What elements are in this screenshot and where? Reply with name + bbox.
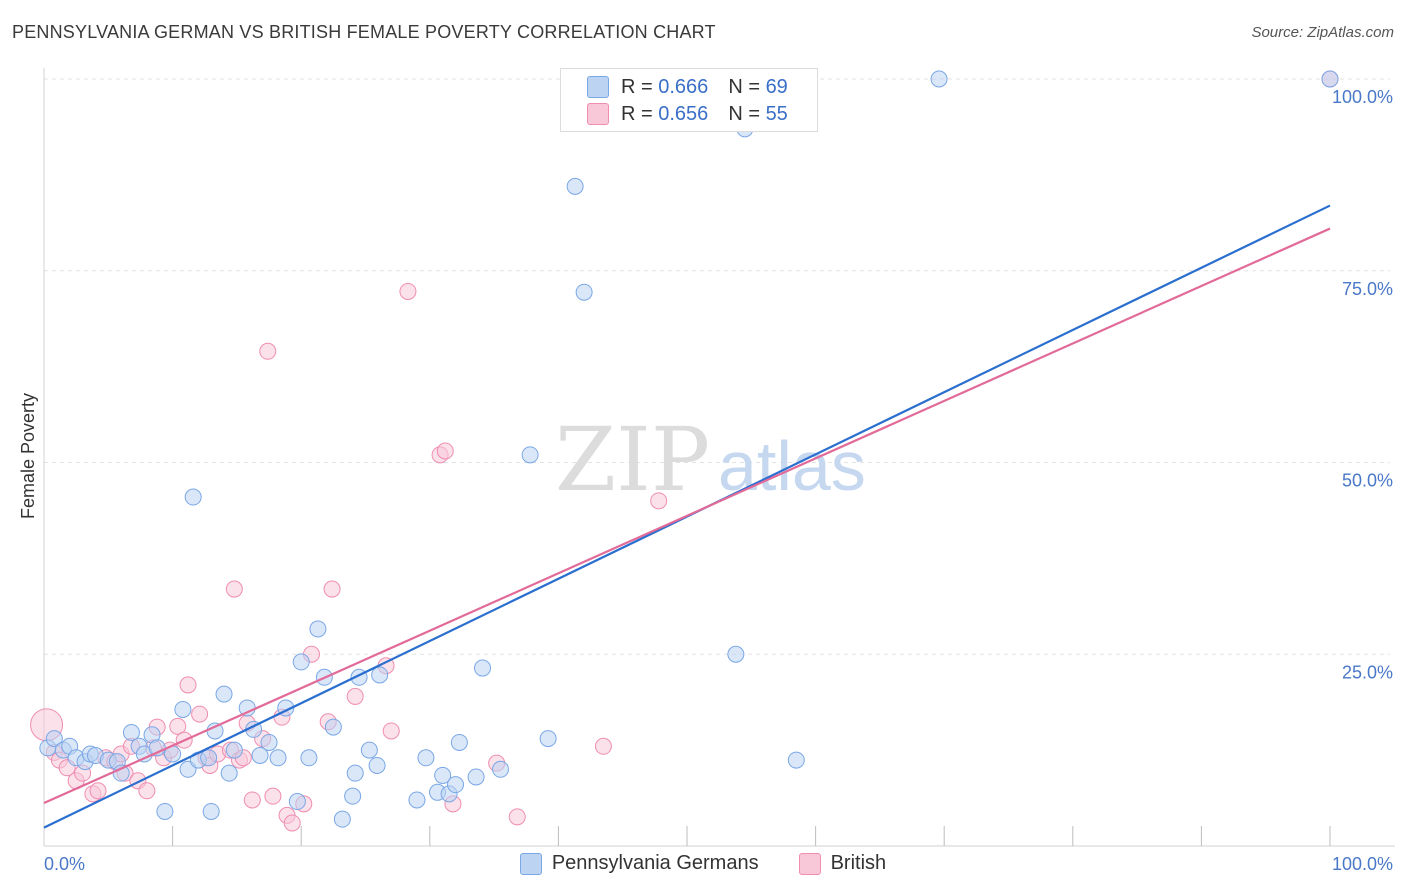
series-legend: Pennsylvania Germans British <box>0 852 1406 875</box>
point-pennsylvania-germans <box>292 653 310 671</box>
point-pennsylvania-germans <box>184 488 202 506</box>
point-pennsylvania-germans <box>215 685 233 703</box>
point-pennsylvania-germans <box>238 699 256 717</box>
point-british <box>89 782 107 800</box>
y-tick-label: 75.0% <box>1342 279 1393 299</box>
point-pennsylvania-germans <box>156 802 174 820</box>
point-pennsylvania-germans <box>122 723 140 741</box>
point-pennsylvania-germans <box>346 764 364 782</box>
point-pennsylvania-germans <box>434 766 452 784</box>
point-pennsylvania-germans <box>408 791 426 809</box>
point-pennsylvania-germans <box>930 70 948 88</box>
legend-row-british: R = 0.656 N = 55 <box>587 101 788 127</box>
watermark: ZIP atlas <box>555 408 866 511</box>
point-british <box>650 492 668 510</box>
point-pennsylvania-germans <box>474 659 492 677</box>
point-british <box>243 791 261 809</box>
point-pennsylvania-germans <box>492 760 510 778</box>
legend-n-value: 55 <box>765 102 788 125</box>
point-pennsylvania-germans <box>575 283 593 301</box>
legend-r-label: R = <box>621 75 653 98</box>
point-british <box>225 580 243 598</box>
point-pennsylvania-germans <box>333 810 351 828</box>
legend-label: Pennsylvania Germans <box>551 852 759 874</box>
point-british <box>399 282 417 300</box>
correlation-legend: R = 0.666 N = 69 R = 0.656 N = 55 <box>560 68 818 132</box>
point-pennsylvania-germans <box>269 749 287 767</box>
y-axis-title: Female Poverty <box>18 393 38 519</box>
point-pennsylvania-germans <box>539 730 557 748</box>
point-british <box>259 342 277 360</box>
point-pennsylvania-germans <box>225 741 243 759</box>
point-pennsylvania-germans <box>324 718 342 736</box>
point-pennsylvania-germans <box>288 793 306 811</box>
point-pennsylvania-germans <box>727 645 745 663</box>
point-pennsylvania-germans <box>417 749 435 767</box>
point-pennsylvania-germans <box>344 787 362 805</box>
point-british <box>346 687 364 705</box>
point-pennsylvania-germans <box>202 802 220 820</box>
point-british <box>179 676 197 694</box>
point-pennsylvania-germans <box>371 666 389 684</box>
point-pennsylvania-germans <box>300 749 318 767</box>
point-pennsylvania-germans <box>1321 70 1339 88</box>
y-tick-label: 100.0% <box>1332 87 1393 107</box>
legend-item-british[interactable]: British <box>798 852 887 875</box>
point-british <box>283 814 301 832</box>
point-british <box>191 705 209 723</box>
point-pennsylvania-germans <box>450 733 468 751</box>
chart-title: PENNSYLVANIA GERMAN VS BRITISH FEMALE PO… <box>12 22 716 42</box>
point-pennsylvania-germans <box>467 768 485 786</box>
legend-label: British <box>830 852 887 874</box>
legend-swatch-pink <box>798 852 821 875</box>
point-pennsylvania-germans <box>200 749 218 767</box>
regression-lines <box>43 204 1331 829</box>
y-tick-label: 50.0% <box>1342 471 1393 491</box>
legend-n-value: 69 <box>765 75 788 98</box>
point-pennsylvania-germans <box>787 751 805 769</box>
point-pennsylvania-germans <box>220 764 238 782</box>
point-pennsylvania-germans <box>368 756 386 774</box>
grid <box>44 78 1390 655</box>
legend-item-pennsylvania-germans[interactable]: Pennsylvania Germans <box>519 852 759 875</box>
x-tick-label: 100.0% <box>1332 854 1393 874</box>
source-label: Source: ZipAtlas.com <box>1251 24 1394 41</box>
axis-labels: 25.0% 50.0% 75.0% 100.0% 0.0% 100.0% Female Po… <box>18 87 1393 874</box>
point-pennsylvania-germans <box>260 733 278 751</box>
point-pennsylvania-germans <box>174 700 192 718</box>
point-british <box>323 580 341 598</box>
point-british <box>169 717 187 735</box>
data-points <box>30 70 1339 832</box>
trendline-british <box>43 227 1331 805</box>
point-british <box>382 722 400 740</box>
legend-swatch-blue <box>519 852 542 875</box>
point-pennsylvania-germans <box>521 446 539 464</box>
point-pennsylvania-germans <box>45 730 63 748</box>
point-british <box>594 737 612 755</box>
point-british <box>436 442 454 460</box>
legend-n-label: N = <box>728 75 760 98</box>
legend-r-value: 0.666 <box>658 75 709 98</box>
point-pennsylvania-germans <box>360 741 378 759</box>
legend-row-pennsylvania-germans: R = 0.666 N = 69 <box>587 74 788 100</box>
legend-n-label: N = <box>728 102 760 125</box>
legend-r-value: 0.656 <box>658 102 709 125</box>
point-pennsylvania-germans <box>206 722 224 740</box>
point-british <box>508 808 526 826</box>
point-pennsylvania-germans <box>447 776 465 794</box>
point-pennsylvania-germans <box>309 620 327 638</box>
point-british <box>138 782 156 800</box>
legend-swatch-blue <box>587 76 609 98</box>
watermark-zip: ZIP <box>555 408 710 511</box>
x-tick-label: 0.0% <box>44 854 85 874</box>
point-pennsylvania-germans <box>251 746 269 764</box>
legend-swatch-pink <box>587 103 609 125</box>
legend-r-label: R = <box>621 102 653 125</box>
point-british <box>264 787 282 805</box>
y-tick-label: 25.0% <box>1342 662 1393 682</box>
point-pennsylvania-germans <box>566 177 584 195</box>
